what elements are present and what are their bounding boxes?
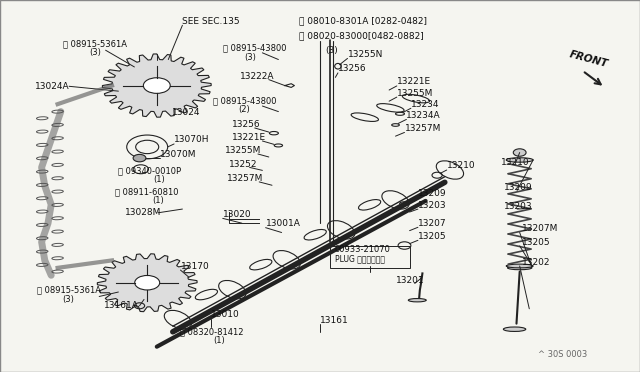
Text: 13256: 13256 bbox=[232, 120, 260, 129]
Text: ^ 30S 0003: ^ 30S 0003 bbox=[538, 350, 587, 359]
Ellipse shape bbox=[504, 327, 526, 331]
Circle shape bbox=[135, 275, 160, 290]
Text: SEE SEC.135: SEE SEC.135 bbox=[182, 17, 240, 26]
Text: 13203: 13203 bbox=[418, 201, 447, 209]
Text: 13256: 13256 bbox=[338, 64, 367, 73]
Text: Ⓦ 08915-5361A: Ⓦ 08915-5361A bbox=[37, 286, 101, 295]
Circle shape bbox=[133, 154, 146, 162]
Text: (1): (1) bbox=[213, 336, 225, 345]
Text: PLUG プラグ（１）: PLUG プラグ（１） bbox=[335, 254, 385, 263]
Ellipse shape bbox=[508, 266, 532, 270]
Text: 13257M: 13257M bbox=[227, 174, 264, 183]
Text: (2): (2) bbox=[238, 105, 250, 114]
Text: 13070M: 13070M bbox=[160, 150, 196, 159]
Text: 13221E: 13221E bbox=[232, 133, 266, 142]
Text: 13207: 13207 bbox=[418, 219, 447, 228]
Text: 13221E: 13221E bbox=[397, 77, 431, 86]
Text: 13161: 13161 bbox=[320, 316, 349, 325]
Text: 13257M: 13257M bbox=[404, 124, 441, 133]
Text: 13252: 13252 bbox=[229, 160, 258, 169]
Text: Ⓦ 08915-5361A: Ⓦ 08915-5361A bbox=[63, 39, 127, 48]
Text: 13001A: 13001A bbox=[266, 219, 300, 228]
Polygon shape bbox=[102, 54, 211, 117]
Text: 13020: 13020 bbox=[223, 209, 252, 218]
Text: Ⓑ 08010-8301A [0282-0482]: Ⓑ 08010-8301A [0282-0482] bbox=[299, 16, 427, 25]
Text: (1): (1) bbox=[152, 196, 164, 205]
Text: (3): (3) bbox=[63, 295, 75, 304]
Text: Ⓦ 09340-0010P: Ⓦ 09340-0010P bbox=[118, 166, 182, 175]
Circle shape bbox=[143, 78, 170, 93]
Text: (3): (3) bbox=[90, 48, 102, 57]
Text: 13202: 13202 bbox=[522, 258, 550, 267]
Text: 13222A: 13222A bbox=[240, 72, 275, 81]
Text: 13024A: 13024A bbox=[35, 81, 70, 90]
Text: FRONT: FRONT bbox=[568, 49, 609, 69]
Text: 13203: 13203 bbox=[504, 202, 533, 211]
Text: 13024: 13024 bbox=[172, 108, 200, 117]
Text: 13210: 13210 bbox=[500, 158, 529, 167]
Text: 13070H: 13070H bbox=[174, 135, 209, 144]
Ellipse shape bbox=[408, 298, 426, 302]
Text: 13255N: 13255N bbox=[348, 50, 383, 59]
Text: (3): (3) bbox=[325, 46, 338, 55]
Text: 13209: 13209 bbox=[418, 189, 447, 198]
Text: 13205: 13205 bbox=[522, 238, 550, 247]
Text: 13201: 13201 bbox=[396, 276, 424, 285]
Text: 13234: 13234 bbox=[411, 100, 440, 109]
Ellipse shape bbox=[506, 264, 533, 268]
Text: (1): (1) bbox=[154, 174, 165, 183]
Ellipse shape bbox=[506, 158, 533, 162]
Text: 13234A: 13234A bbox=[406, 111, 441, 120]
Text: Ⓢ 08320-81412: Ⓢ 08320-81412 bbox=[180, 327, 244, 336]
Text: 13205: 13205 bbox=[418, 232, 447, 241]
Text: 13207M: 13207M bbox=[522, 224, 558, 233]
Text: 13161A: 13161A bbox=[104, 301, 138, 310]
Text: Ⓝ 08911-60810: Ⓝ 08911-60810 bbox=[115, 187, 179, 196]
Polygon shape bbox=[97, 254, 197, 312]
Text: 13255M: 13255M bbox=[397, 89, 433, 97]
Text: 13010: 13010 bbox=[211, 310, 240, 319]
Text: 13255M: 13255M bbox=[225, 146, 262, 155]
Text: 13210: 13210 bbox=[447, 161, 476, 170]
Circle shape bbox=[513, 149, 526, 156]
Text: Ⓑ 08020-83000[0482-0882]: Ⓑ 08020-83000[0482-0882] bbox=[299, 31, 424, 40]
Text: 13209: 13209 bbox=[504, 183, 533, 192]
Text: Ⓦ 08915-43800: Ⓦ 08915-43800 bbox=[213, 96, 276, 105]
Text: 13028M: 13028M bbox=[125, 208, 161, 217]
Text: 13170: 13170 bbox=[180, 262, 209, 270]
Text: Ⓦ 08915-43800: Ⓦ 08915-43800 bbox=[223, 43, 286, 52]
Text: (3): (3) bbox=[244, 52, 257, 61]
Text: 00933-21070: 00933-21070 bbox=[335, 245, 390, 254]
